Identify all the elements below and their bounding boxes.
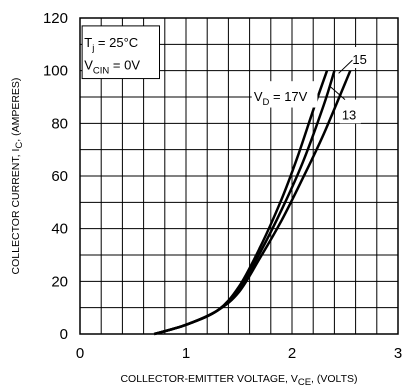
- y-tick-label: 120: [43, 10, 68, 27]
- series-label-17-background: [251, 81, 318, 108]
- series-group: [153, 70, 352, 336]
- x-axis-label: COLLECTOR-EMITTER VOLTAGE, VCE, (VOLTS): [120, 373, 357, 388]
- series-label-17v: VD = 17V: [254, 89, 308, 108]
- series-label-13: 13: [342, 107, 356, 122]
- series-label-15: 15: [352, 52, 366, 67]
- series-line-2: [153, 70, 352, 336]
- series-label-15-background: [351, 46, 371, 69]
- x-tick-label: 2: [288, 345, 296, 362]
- y-tick-label: 0: [60, 326, 68, 343]
- plot-frame: [79, 17, 399, 335]
- grid: [80, 18, 398, 334]
- series-label-13-leader: [329, 86, 346, 101]
- condition-tj: Tj = 25°C: [84, 35, 138, 54]
- condition-vcin: VCIN = 0V: [84, 57, 140, 76]
- x-tick-label: 3: [394, 345, 402, 362]
- y-axis-label: COLLECTOR CURRENT, IC, (AMPERES): [10, 78, 25, 275]
- y-tick-label: 20: [51, 273, 68, 290]
- y-tick-label: 60: [51, 168, 68, 185]
- y-tick-label: 80: [51, 115, 68, 132]
- y-tick-label: 40: [51, 221, 68, 238]
- x-tick-label: 1: [182, 345, 190, 362]
- y-tick-label: 100: [43, 63, 68, 80]
- series-label-15-leader: [338, 59, 353, 74]
- tick-labels: 0 1 2 3 0 20 40 60 80 100 120: [43, 10, 402, 362]
- series-label-13-background: [339, 99, 361, 124]
- conditions-box: [81, 25, 160, 80]
- x-tick-label: 0: [76, 345, 84, 362]
